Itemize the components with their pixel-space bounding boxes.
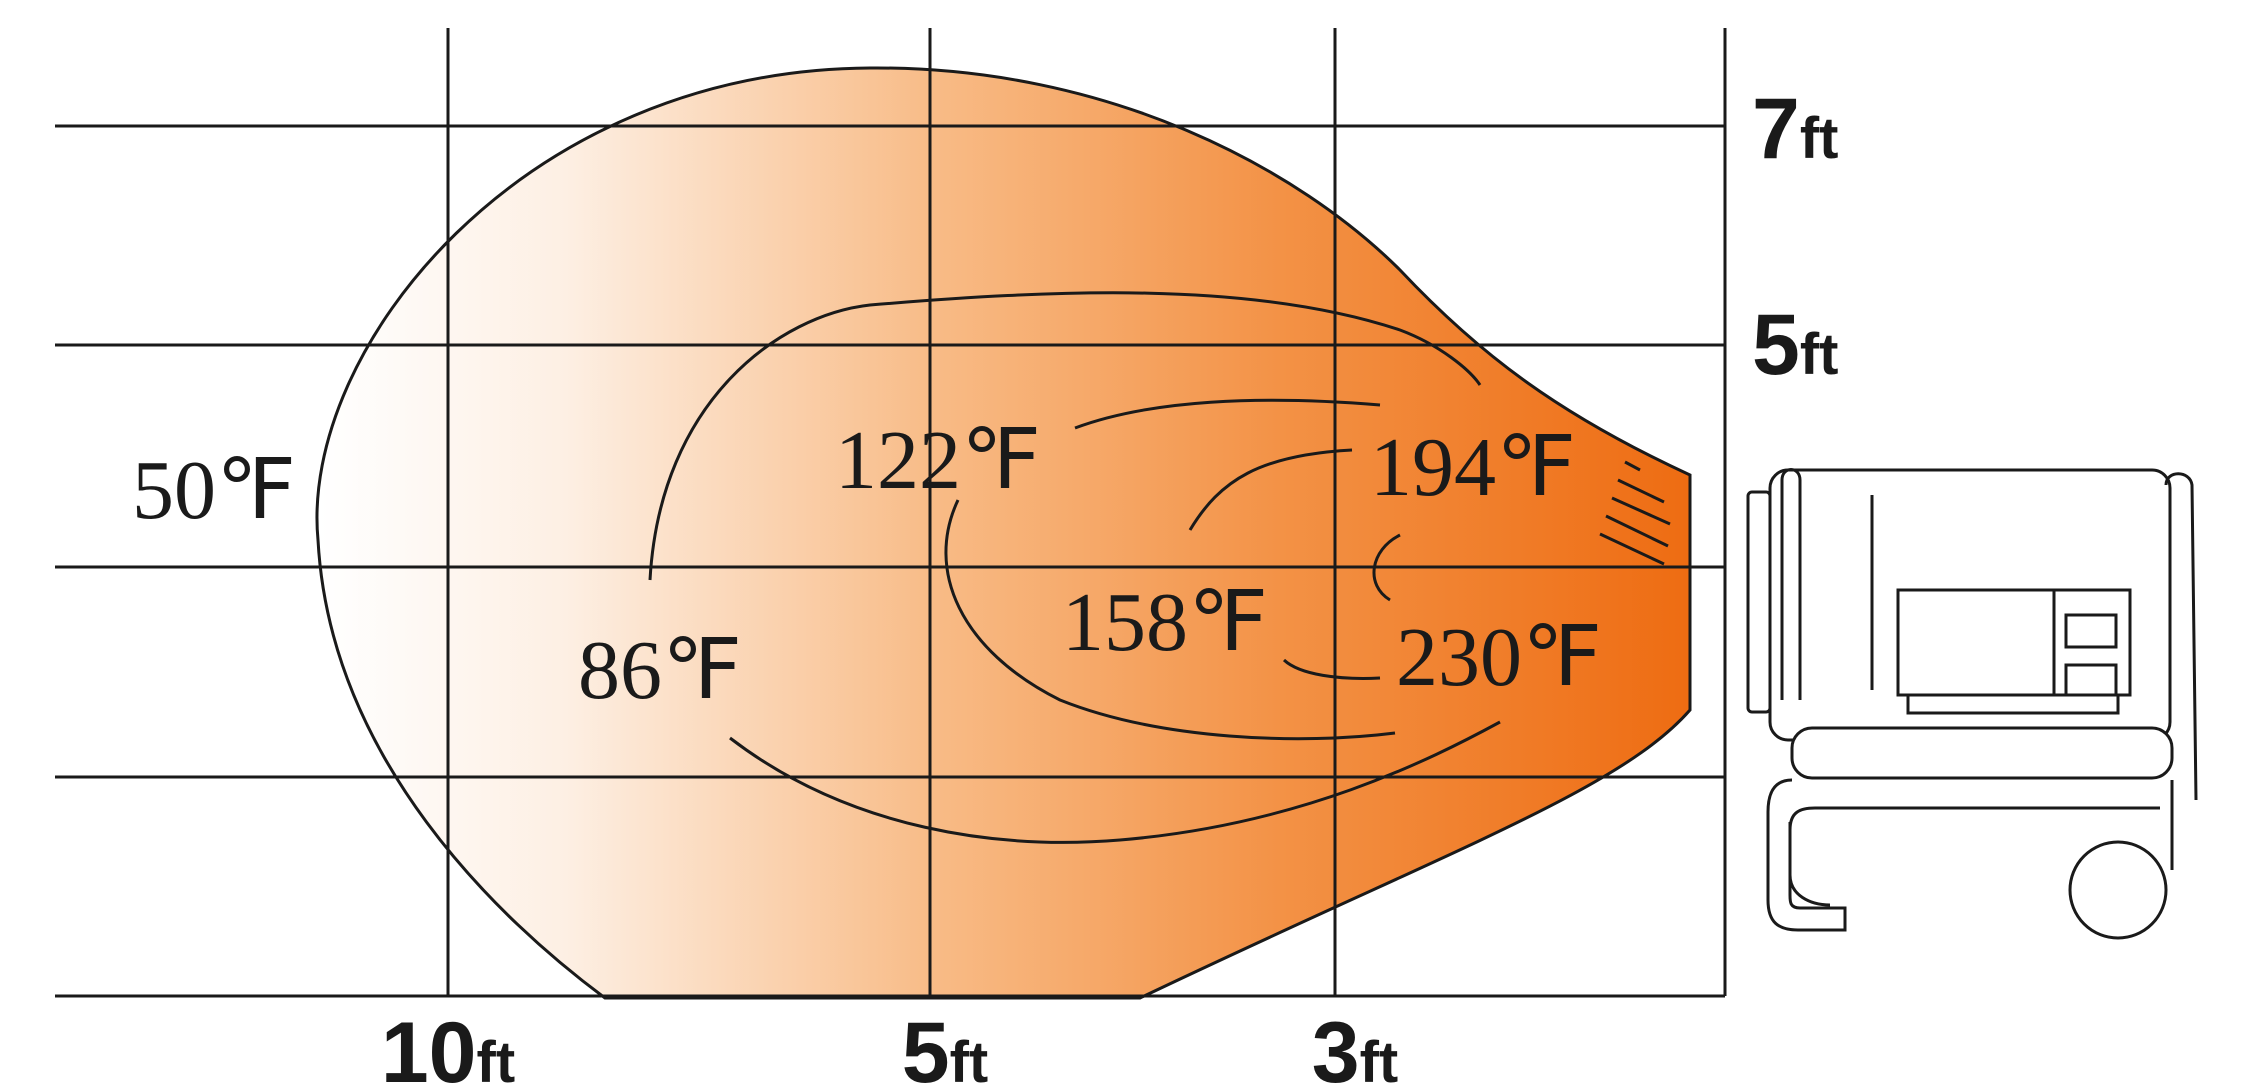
temp-label-194f: 194℉ <box>1370 421 1576 514</box>
y-axis-labels: 7ft 5ft <box>1752 81 1838 393</box>
temperature-labels: 50℉ 86℉ 122℉ 158℉ 194℉ 230℉ <box>132 414 1602 717</box>
x-axis-label-10ft: 10ft <box>381 1005 515 1088</box>
isotherm-curves <box>648 291 1671 844</box>
y-axis-label-5ft: 5ft <box>1752 297 1838 393</box>
isotherm-86f-lower <box>729 720 1501 844</box>
heat-emission-lines <box>1599 460 1671 566</box>
grid <box>55 28 1727 998</box>
temp-label-50f: 50℉ <box>132 444 296 537</box>
portable-heater-icon <box>1746 468 2198 940</box>
x-axis-label-3ft: 3ft <box>1312 1005 1398 1088</box>
heat-plume <box>315 66 1692 1000</box>
x-axis-labels: 10ft 5ft 3ft <box>381 1005 1398 1088</box>
isotherm-158f-lower <box>1282 658 1381 680</box>
isotherm-122f-upper <box>1074 398 1381 430</box>
y-axis-label-7ft: 7ft <box>1752 81 1838 177</box>
temp-label-86f: 86℉ <box>578 624 742 717</box>
temp-label-122f: 122℉ <box>835 414 1041 507</box>
temp-label-230f: 230℉ <box>1396 611 1602 704</box>
isotherm-86f <box>648 291 1482 581</box>
x-axis-label-5ft: 5ft <box>902 1005 988 1088</box>
isotherm-194f-inner <box>1372 533 1401 602</box>
isotherm-158f-upper <box>1188 448 1353 531</box>
isotherm-122f-lower <box>944 499 1396 741</box>
temp-label-158f: 158℉ <box>1062 576 1268 669</box>
